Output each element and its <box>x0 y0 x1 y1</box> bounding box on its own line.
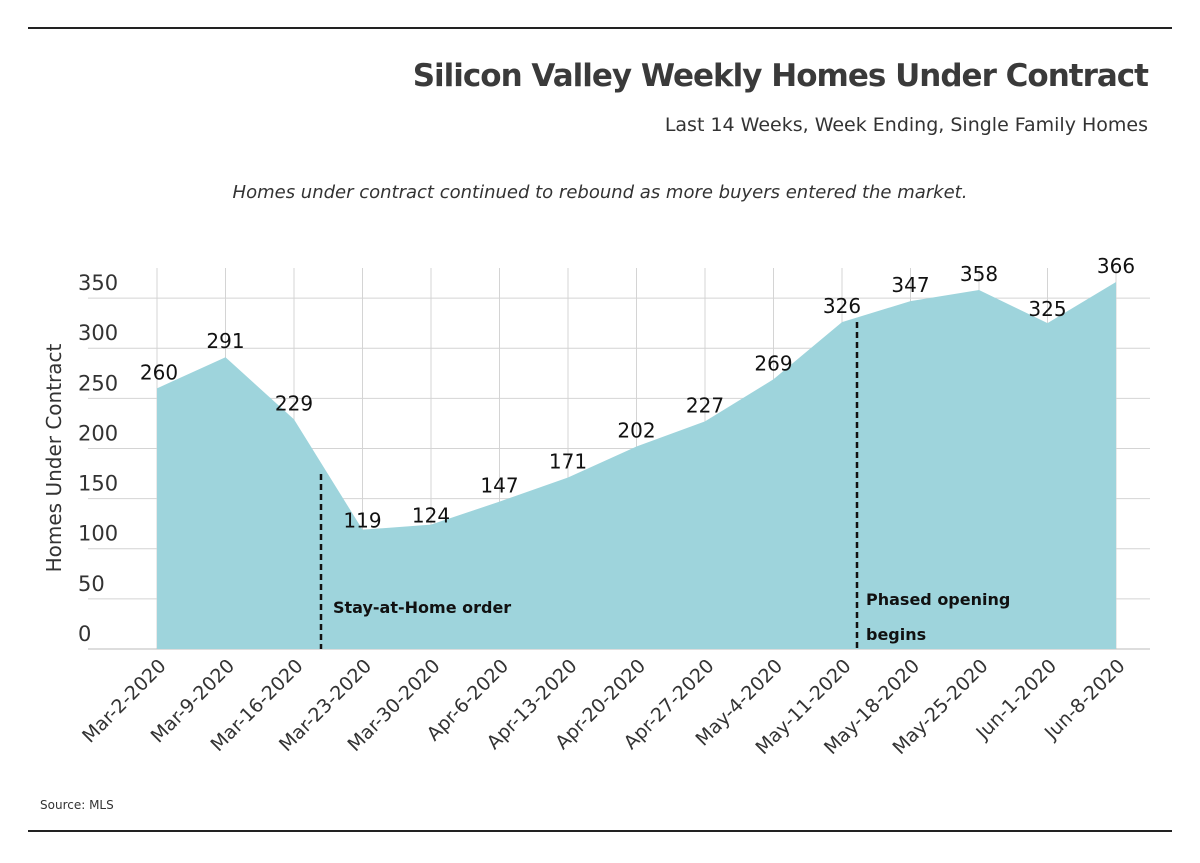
stay-at-home-label: Stay-at-Home order <box>333 598 511 617</box>
y-tick-label: 50 <box>78 572 105 596</box>
y-tick-label: 250 <box>78 371 118 395</box>
y-tick-label: 0 <box>78 622 91 646</box>
y-tick-label: 200 <box>78 421 118 445</box>
bottom-rule <box>28 830 1172 832</box>
data-label: 269 <box>754 351 792 375</box>
chart-caption: Homes under contract continued to reboun… <box>232 182 968 203</box>
phased-opening-label: Phased opening <box>866 590 1010 609</box>
data-labels: 260 291 229 119 124 147 171 202 227 269 326 347 358 3… <box>140 254 1135 533</box>
y-tick-label: 100 <box>78 522 118 546</box>
y-axis-label: Homes Under Contract <box>42 343 66 572</box>
y-tick-label: 350 <box>78 271 118 295</box>
y-tick-label: 300 <box>78 321 118 345</box>
source-note: Source: MLS <box>40 798 114 812</box>
chart-title: Silicon Valley Weekly Homes Under Contra… <box>412 58 1149 94</box>
phased-opening-label-line2: begins <box>866 625 926 644</box>
data-label: 119 <box>343 509 381 533</box>
data-label: 124 <box>412 504 450 528</box>
data-label: 171 <box>549 450 587 474</box>
annotations: Stay-at-Home order Phased opening begins <box>319 322 1010 649</box>
chart-subtitle: Last 14 Weeks, Week Ending, Single Famil… <box>664 114 1148 136</box>
data-label: 227 <box>686 393 724 417</box>
data-label: 325 <box>1028 297 1066 321</box>
data-label: 347 <box>891 273 929 297</box>
x-axis-ticks: Mar-2-2020Mar-9-2020Mar-16-2020Mar-23-20… <box>78 655 1129 759</box>
top-rule <box>28 27 1172 29</box>
data-label: 291 <box>206 329 244 353</box>
data-label: 260 <box>140 360 178 384</box>
data-label: 358 <box>960 262 998 286</box>
y-tick-label: 150 <box>78 472 118 496</box>
data-label: 326 <box>823 294 861 318</box>
data-label: 366 <box>1097 254 1135 278</box>
area-series <box>157 282 1116 649</box>
data-label: 147 <box>480 474 518 498</box>
data-label: 202 <box>617 418 655 442</box>
data-label: 229 <box>275 391 313 415</box>
y-axis-ticks: 0 50 100 150 200 250 300 350 <box>78 271 118 646</box>
